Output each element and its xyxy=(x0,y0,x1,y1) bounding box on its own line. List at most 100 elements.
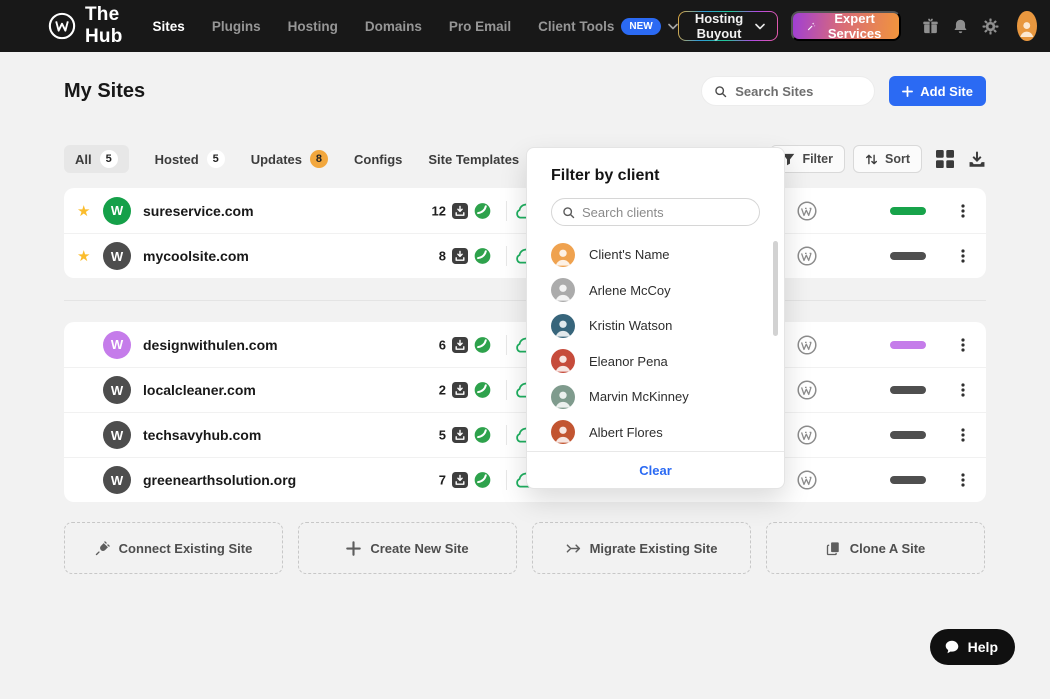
wordpress-icon[interactable] xyxy=(797,246,817,266)
clear-filter-link[interactable]: Clear xyxy=(639,462,672,478)
tab-site-templates[interactable]: Site Templates xyxy=(428,145,519,173)
client-avatar xyxy=(551,420,575,445)
updates-available-icon[interactable] xyxy=(452,202,468,219)
client-option-client-s-name[interactable]: Client's Name xyxy=(527,237,784,273)
smush-plugin-icon[interactable] xyxy=(474,202,491,219)
client-option-arlene-mccoy[interactable]: Arlene McCoy xyxy=(527,273,784,309)
favorite-star-icon[interactable]: ★ xyxy=(77,248,91,265)
primary-nav: Sites Plugins Hosting Domains xyxy=(153,17,678,35)
expert-services-button[interactable]: Expert Services xyxy=(791,11,902,41)
action-clone-a-site[interactable]: Clone A Site xyxy=(766,522,985,574)
dropdown-title: Filter by client xyxy=(551,167,660,184)
client-option-albert-flores[interactable]: Albert Flores xyxy=(527,415,784,451)
status-bar xyxy=(890,206,926,215)
client-avatar xyxy=(551,278,575,303)
smush-plugin-icon[interactable] xyxy=(474,248,491,265)
tab-hosted[interactable]: Hosted 5 xyxy=(155,145,225,173)
client-list: Client's Name Arlene McCoy Kristin Watso… xyxy=(527,237,784,451)
nav-item-plugins[interactable]: Plugins xyxy=(212,19,261,34)
row-menu-button[interactable] xyxy=(955,337,971,353)
tab-configs[interactable]: Configs xyxy=(354,145,402,173)
row-menu-button[interactable] xyxy=(955,472,971,488)
smush-plugin-icon[interactable] xyxy=(474,427,491,444)
expert-services-label: Expert Services xyxy=(827,11,882,41)
search-clients-input[interactable] xyxy=(582,204,749,220)
export-download-icon[interactable] xyxy=(968,150,986,168)
help-label: Help xyxy=(967,639,998,655)
wordpress-icon[interactable] xyxy=(797,425,817,445)
updates-available-icon[interactable] xyxy=(452,427,468,443)
clone-pages-icon xyxy=(826,541,839,555)
client-option-kristin-watson[interactable]: Kristin Watson xyxy=(527,308,784,344)
client-avatar xyxy=(551,242,575,267)
status-bar xyxy=(890,340,926,349)
row-menu-button[interactable] xyxy=(955,382,971,398)
site-domain-link[interactable]: mycoolsite.com xyxy=(143,248,249,264)
plus-icon xyxy=(346,540,362,556)
updates-available-icon[interactable] xyxy=(452,248,468,264)
client-name: Albert Flores xyxy=(589,424,663,440)
divider xyxy=(506,334,507,355)
list-tools: Filter Sort xyxy=(770,145,986,173)
wordpress-icon[interactable] xyxy=(797,334,817,355)
tab-label: Configs xyxy=(353,151,403,167)
site-domain-link[interactable]: sureservice.com xyxy=(143,202,254,219)
hosting-buyout-button[interactable]: Hosting Buyout xyxy=(678,11,779,41)
favorite-star-icon[interactable]: ★ xyxy=(77,202,91,220)
scrollbar-thumb[interactable] xyxy=(773,241,778,336)
site-domain-link[interactable]: designwithulen.com xyxy=(143,336,278,353)
nav-item-domains[interactable]: Domains xyxy=(365,19,422,34)
updates-available-icon[interactable] xyxy=(452,336,468,353)
tab-all[interactable]: All 5 xyxy=(64,145,129,173)
notifications-bell-icon[interactable] xyxy=(952,18,969,35)
site-domain-link[interactable]: greenearthsolution.org xyxy=(143,472,297,488)
client-option-marvin-mckinney[interactable]: Marvin McKinney xyxy=(527,379,784,415)
help-button[interactable]: Help xyxy=(929,629,1015,665)
gift-icon[interactable] xyxy=(922,18,939,35)
sites-card-favorites: ★ W sureservice.com 12 xyxy=(64,188,986,278)
action-create-new-site[interactable]: Create New Site xyxy=(298,522,517,574)
client-option-eleanor-pena[interactable]: Eleanor Pena xyxy=(527,344,784,380)
nav-item-label: Pro Email xyxy=(448,18,512,34)
smush-plugin-icon[interactable] xyxy=(474,472,491,489)
wordpress-icon[interactable] xyxy=(797,380,817,400)
search-icon xyxy=(563,206,575,218)
action-migrate-existing-site[interactable]: Migrate Existing Site xyxy=(532,522,751,574)
nav-item-pro-email[interactable]: Pro Email xyxy=(449,19,511,34)
tab-updates[interactable]: Updates 8 xyxy=(251,145,328,173)
action-label: Clone A Site xyxy=(849,540,926,556)
divider xyxy=(506,246,507,266)
person-icon xyxy=(1020,22,1034,37)
nav-item-hosting[interactable]: Hosting xyxy=(288,19,338,34)
updates-available-icon[interactable] xyxy=(452,472,468,488)
wordpress-icon[interactable] xyxy=(797,200,817,221)
client-name: Client's Name xyxy=(589,247,670,263)
updates-available-icon[interactable] xyxy=(452,382,468,398)
top-navigation-bar: The Hub Sites Plugins Hosting xyxy=(0,0,1050,52)
row-menu-button[interactable] xyxy=(955,427,971,443)
client-avatar xyxy=(551,349,575,374)
grid-view-icon[interactable] xyxy=(936,150,954,168)
row-menu-button[interactable] xyxy=(955,248,971,264)
sort-button[interactable]: Sort xyxy=(853,145,922,173)
user-avatar[interactable] xyxy=(1017,11,1037,41)
tab-count-badge: 5 xyxy=(99,150,118,168)
site-domain-link[interactable]: techsavyhub.com xyxy=(143,427,262,443)
plus-icon xyxy=(902,85,914,97)
nav-item-client-tools[interactable]: Client Tools NEW xyxy=(538,17,678,35)
settings-gear-icon[interactable] xyxy=(982,18,999,35)
wordpress-icon[interactable] xyxy=(797,470,817,490)
hub-brand[interactable]: The Hub xyxy=(48,4,123,48)
action-connect-existing-site[interactable]: Connect Existing Site xyxy=(64,522,283,574)
search-sites-input[interactable] xyxy=(735,83,863,99)
smush-plugin-icon[interactable] xyxy=(474,382,491,399)
filter-by-client-dropdown: Filter by client Client's Name Arlene Mc xyxy=(526,147,785,489)
add-site-button[interactable]: Add Site xyxy=(889,76,986,106)
nav-item-sites[interactable]: Sites xyxy=(153,19,185,34)
row-menu-button[interactable] xyxy=(955,203,971,219)
status-bar xyxy=(890,386,926,394)
new-badge: NEW xyxy=(621,17,661,35)
person-icon xyxy=(555,284,571,301)
site-domain-link[interactable]: localcleaner.com xyxy=(143,382,256,398)
smush-plugin-icon[interactable] xyxy=(474,336,491,353)
